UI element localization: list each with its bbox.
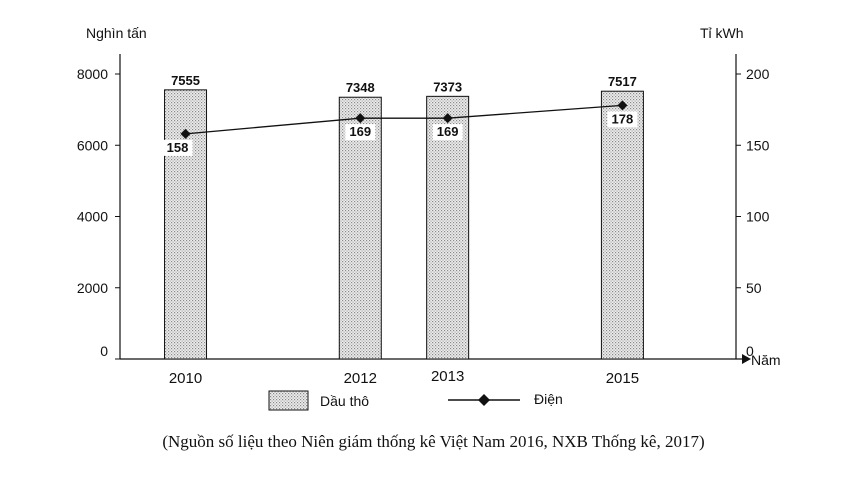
x-tick-label: 2013 (431, 368, 464, 385)
y-left-tick-label: 8000 (77, 66, 108, 82)
legend-bar-label: Dầu thô (320, 393, 369, 409)
x-axis-title: Năm (751, 352, 781, 368)
x-axis-arrow (742, 354, 751, 364)
source-caption: (Nguồn số liệu theo Niên giám thống kê V… (162, 432, 705, 451)
legend-line-marker (478, 394, 490, 406)
bar-value-label: 7373 (433, 79, 462, 94)
legend: Dầu thô Điện (268, 390, 563, 411)
legend-line-label: Điện (534, 391, 563, 407)
y-left-axis-title: Nghìn tấn (86, 25, 147, 41)
line-label-bg (432, 124, 463, 141)
bar-value-label: 7348 (346, 80, 375, 95)
line-point (617, 100, 628, 111)
y-right-tick-label: 150 (746, 137, 770, 153)
y-right-tick-label: 0 (746, 343, 754, 359)
y-left-tick-label: 4000 (77, 209, 108, 225)
line-value-label: 178 (612, 111, 634, 126)
legend-bar-swatch (268, 390, 309, 411)
line-point (442, 113, 453, 124)
y-right-tick-label: 200 (746, 66, 770, 82)
combo-chart: 0 2000 4000 6000 8000 0 50 100 150 200 2010 2012 201… (77, 25, 781, 411)
x-tick-label: 2015 (606, 370, 639, 387)
y-left-tick-label: 6000 (77, 137, 108, 153)
line-point (180, 128, 191, 139)
y-left-tick-label: 2000 (77, 280, 108, 296)
line-value-label: 169 (349, 124, 371, 139)
bar-value-label: 7555 (171, 73, 200, 88)
x-tick-label: 2012 (344, 370, 377, 387)
line-value-label: 158 (167, 140, 189, 155)
line-series (185, 104, 623, 135)
y-left-tick-label: 0 (100, 343, 108, 359)
y-right-axis-title: Tỉ kWh (700, 25, 744, 41)
line-value-label: 169 (437, 124, 459, 139)
bar-value-label: 7517 (608, 74, 637, 89)
line-label-bg (345, 124, 376, 141)
line-label-bg (162, 139, 193, 156)
bar (600, 90, 644, 360)
y-right-tick-label: 50 (746, 280, 762, 296)
bar (338, 96, 382, 360)
x-tick-label: 2010 (169, 370, 202, 387)
y-right-tick-label: 100 (746, 209, 770, 225)
line-point (355, 113, 366, 124)
line-label-bg (607, 111, 638, 128)
